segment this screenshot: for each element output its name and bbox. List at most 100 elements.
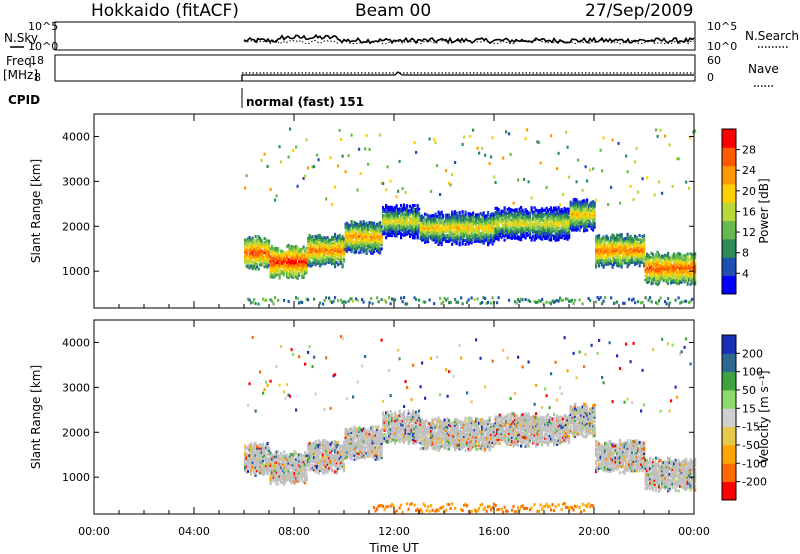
power-cell: [346, 243, 349, 247]
power-cell: [458, 237, 461, 241]
power-cell: [563, 237, 566, 241]
power-cell: [589, 224, 592, 228]
power-cell: [430, 236, 433, 240]
power-cell: [664, 263, 667, 267]
power-cell: [256, 262, 259, 266]
power-cell: [347, 235, 350, 239]
power-cell: [412, 228, 415, 232]
power-cell: [415, 226, 418, 230]
power-cell: [302, 267, 305, 271]
velocity-cell: [247, 459, 250, 463]
power-cell: [413, 141, 416, 145]
power-cell: [580, 217, 583, 221]
power-cell: [551, 229, 554, 233]
power-cell: [494, 229, 497, 233]
power-cell: [511, 218, 514, 222]
power-cell: [541, 235, 544, 239]
velocity-cell: [254, 447, 257, 451]
power-cell: [337, 243, 340, 247]
power-cell: [631, 248, 634, 252]
velocity-cell: [311, 460, 314, 464]
power-cell: [682, 272, 685, 276]
power-cell: [275, 194, 278, 198]
power-cell: [575, 216, 578, 220]
power-cell: [508, 215, 511, 219]
power-cell: [461, 224, 464, 228]
power-cell: [295, 263, 298, 267]
power-cell: [442, 216, 445, 220]
power-cell: [280, 249, 283, 253]
velocity-cell: [262, 473, 265, 477]
power-cell: [421, 234, 424, 238]
power-cell: [374, 242, 377, 246]
velocity-cell: [280, 458, 283, 462]
power-cell: [688, 270, 691, 274]
velocity-cell: [317, 461, 320, 465]
velocity-cell: [271, 459, 274, 463]
power-cell: [547, 231, 550, 235]
power-cell: [356, 188, 359, 192]
power-cell: [667, 278, 670, 282]
power-cell: [347, 227, 350, 231]
power-cell: [373, 246, 376, 250]
power-cell: [676, 157, 679, 161]
power-cell: [251, 246, 254, 250]
power-cell: [583, 207, 586, 211]
power-cell: [572, 200, 575, 204]
velocity-cell: [310, 445, 313, 449]
velocity-cell: [329, 450, 332, 454]
power-cell: [296, 184, 299, 188]
power-cell: [266, 265, 269, 269]
power-cell: [316, 237, 319, 241]
velocity-cell: [292, 457, 295, 461]
velocity-cell: [280, 452, 283, 456]
power-cell: [542, 218, 545, 222]
power-cell: [416, 222, 419, 226]
power-cell: [487, 225, 490, 229]
power-cell: [251, 252, 254, 256]
power-cell: [512, 215, 515, 219]
power-cell: [502, 224, 505, 228]
power-cell: [341, 253, 344, 257]
power-cell: [259, 243, 262, 247]
power-cell: [433, 236, 436, 240]
power-cell: [490, 221, 493, 225]
power-cell: [394, 206, 397, 210]
velocity-cell: [284, 453, 287, 457]
power-cell: [317, 260, 320, 264]
power-cell: [565, 214, 568, 218]
power-cell: [596, 240, 599, 244]
power-cell: [515, 236, 518, 240]
velocity-cell: [266, 472, 269, 476]
velocity-cell: [284, 467, 287, 471]
power-cell: [347, 247, 350, 251]
power-cell: [472, 233, 475, 237]
power-cell: [604, 262, 607, 266]
power-cell: [526, 232, 529, 236]
velocity-cell: [269, 463, 272, 467]
velocity-cell: [335, 465, 338, 469]
power-cell: [290, 249, 293, 253]
power-cell: [553, 224, 556, 228]
power-cell: [617, 246, 620, 250]
power-cell: [487, 243, 490, 247]
power-cell: [295, 296, 298, 300]
power-cell: [302, 265, 305, 269]
power-cell: [329, 248, 332, 252]
power-cell: [302, 257, 305, 261]
power-cell: [677, 274, 680, 278]
power-cell: [451, 222, 454, 226]
velocity-cell: [323, 463, 326, 467]
power-cell: [484, 227, 487, 231]
power-cell: [383, 214, 386, 218]
power-cell: [482, 235, 485, 239]
power-cell: [346, 245, 349, 249]
power-cell: [305, 138, 308, 142]
power-cell: [679, 266, 682, 270]
power-cell: [628, 238, 631, 242]
power-cell: [566, 223, 569, 227]
power-cell: [646, 280, 649, 284]
velocity-cell: [298, 469, 301, 473]
power-cell: [665, 254, 668, 258]
power-cell: [395, 220, 398, 224]
